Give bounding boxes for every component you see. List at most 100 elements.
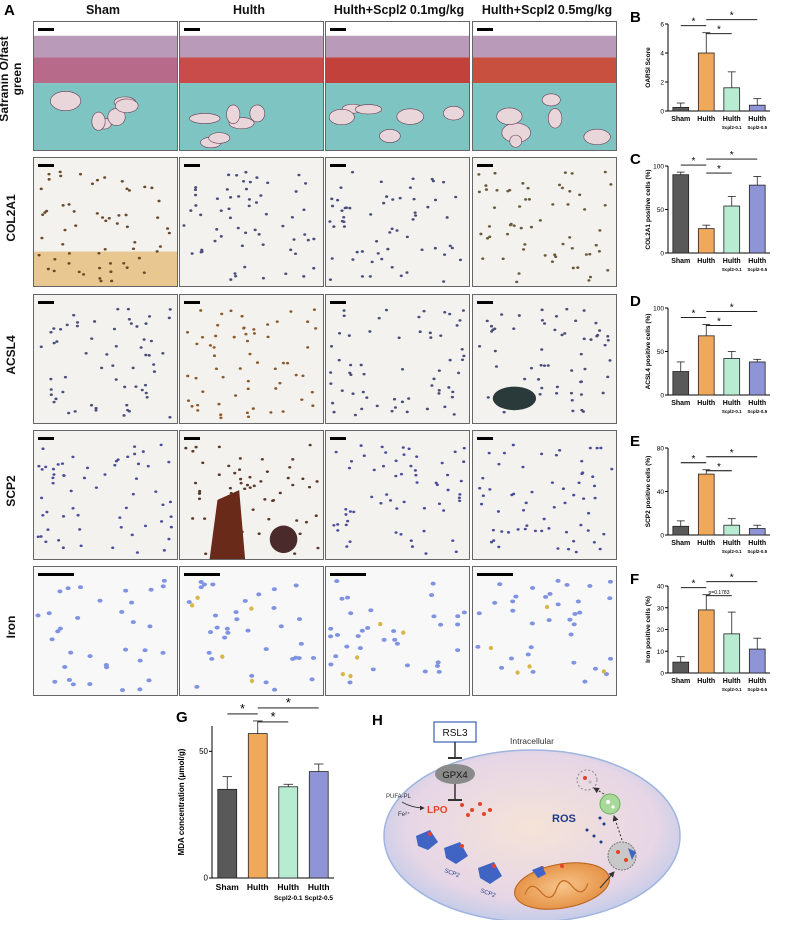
rsl3-label: RSL3 [442, 728, 467, 739]
scp2-label-1: SCP2 [443, 868, 460, 879]
scale-bar [184, 301, 200, 304]
significance-label: * [692, 17, 696, 28]
ros-label: ROS [552, 813, 576, 825]
gpx4-label: GPX4 [442, 770, 467, 781]
significance-label: * [270, 709, 275, 724]
category-label: Hulth [697, 678, 715, 685]
category-label: Sham [216, 882, 240, 892]
scale-bar [184, 28, 200, 31]
significance-label: * [692, 156, 696, 167]
micrograph-safranin-hulth [179, 21, 324, 151]
micrograph-scp2-hulth-scpl2-05 [472, 430, 617, 560]
scale-bar [184, 437, 200, 440]
category-label: Sham [671, 678, 690, 685]
y-tick-label: 0 [660, 671, 664, 678]
y-axis-label: MDA concentration (μmol/g) [177, 748, 186, 855]
intracellular-label: Intracellular [510, 736, 554, 746]
column-header-hulth: Hulth [233, 3, 265, 17]
y-axis-label: COL2A1 positive cells (%) [645, 169, 652, 249]
significance-label: * [692, 309, 696, 320]
category-label: Sham [671, 540, 690, 547]
row-label-scp2: SCP2 [4, 475, 18, 507]
column-header-sham: Sham [85, 3, 121, 17]
category-label: Hulth [697, 400, 715, 407]
scale-bar [330, 573, 366, 576]
bar-0 [672, 371, 690, 396]
bar-0 [672, 525, 690, 536]
micrograph-col2a1-sham [33, 157, 178, 287]
significance-label: * [730, 11, 734, 22]
category-label: Sham [671, 400, 690, 407]
ros-arrows [585, 816, 606, 844]
micrograph-acsl4-hulth-scpl2-05 [472, 294, 617, 424]
chart-e: E 0 40 80 SCP2 positive cells (%) Sham Hulth Hu… [628, 433, 790, 569]
bar-3 [308, 771, 329, 879]
y-axis-label: OARSI Score [645, 47, 652, 88]
scp2-protein-3 [478, 862, 502, 884]
y-tick-label: 80 [657, 446, 665, 453]
fe-label: Fe²⁺ [398, 811, 410, 818]
bar-3 [748, 648, 766, 674]
category-label: Hulth [723, 400, 741, 407]
bar-2 [723, 524, 741, 536]
significance-label: * [730, 573, 734, 584]
panel-letter-c: C [630, 151, 641, 168]
scp2-protein-1 [416, 830, 438, 850]
lpo-dots [460, 802, 492, 817]
micrograph-scp2-hulth [179, 430, 324, 560]
y-tick-label: 0 [204, 874, 209, 883]
bar-0 [217, 788, 238, 879]
significance-label: * [730, 150, 734, 161]
micrograph-acsl4-sham [33, 294, 178, 424]
category-sublabel: Scpl2-0.5 [747, 125, 767, 130]
significance-label: * [692, 454, 696, 465]
scale-bar [38, 164, 54, 167]
significance-label: * [717, 25, 721, 36]
category-label: Hulth [308, 882, 330, 892]
row-label-safranin: Safranin O/fast green [0, 36, 24, 122]
category-sublabel: Scpl2-0.1 [722, 549, 742, 554]
mechanism-diagram: RSL3 Intracellular GPX4 PUFA-PL Fe²⁺ LPO… [382, 718, 682, 923]
micrograph-iron-hulth-scpl2-01 [325, 566, 470, 696]
bar-1 [697, 473, 715, 536]
micrograph-safranin-hulth-scpl2-01 [325, 21, 470, 151]
category-label: Sham [671, 116, 690, 123]
significance-label: * [717, 317, 721, 328]
y-tick-label: 50 [199, 747, 208, 756]
micrograph-col2a1-hulth-scpl2-01 [325, 157, 470, 287]
category-label: Hulth [723, 116, 741, 123]
significance-label: p=0.1783 [709, 590, 730, 596]
chart-g: G 0 50 MDA concentration (μmol/g) Sham Hulth H… [168, 695, 348, 920]
scale-bar [477, 164, 493, 167]
significance-label: * [730, 448, 734, 459]
chart-f: F 0 10 20 30 40 Iron positive cells (%) Sham Hul… [628, 571, 790, 707]
category-sublabel: Scpl2-0.1 [274, 895, 303, 902]
y-tick-label: 4 [660, 51, 664, 58]
scale-bar [330, 164, 346, 167]
bar-3 [748, 528, 766, 536]
category-sublabel: Scpl2-0.1 [722, 409, 742, 414]
scale-bar [184, 573, 220, 576]
micrograph-iron-sham [33, 566, 178, 696]
y-tick-label: 0 [660, 393, 664, 400]
bar-3 [748, 361, 766, 396]
category-sublabel: Scpl2-0.5 [747, 409, 767, 414]
micrograph-safranin-hulth-scpl2-05 [472, 21, 617, 151]
micrograph-safranin-sham [33, 21, 178, 151]
significance-label: * [717, 462, 721, 473]
row-label-iron: Iron [4, 615, 18, 639]
y-tick-label: 50 [657, 207, 665, 214]
panel-a-letter: A [4, 2, 15, 19]
bar-2 [723, 205, 741, 254]
chart-b: B 0 2 4 6 OARSI Score Sham Hulth Hulth Scpl2-0.1 H… [628, 9, 790, 145]
lpo-label: LPO [427, 805, 448, 816]
scale-bar [184, 164, 200, 167]
y-axis-label: Iron positive cells (%) [645, 596, 652, 663]
category-label: Hulth [748, 400, 766, 407]
bar-3 [748, 104, 766, 112]
micrograph-acsl4-hulth-scpl2-01 [325, 294, 470, 424]
scale-bar [330, 301, 346, 304]
category-label: Hulth [277, 882, 299, 892]
category-label: Hulth [247, 882, 269, 892]
category-label: Hulth [748, 678, 766, 685]
